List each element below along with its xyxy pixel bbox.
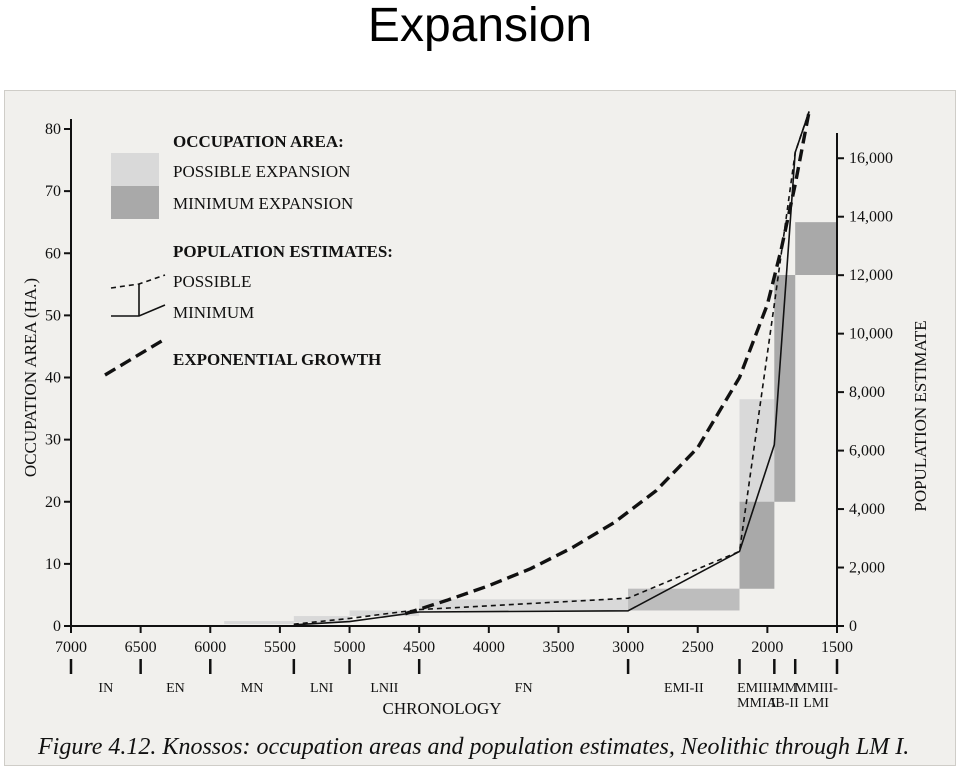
legend-possible-line <box>110 274 166 289</box>
left-tick-label: 50 <box>45 307 61 324</box>
left-tick-label: 70 <box>45 183 61 200</box>
y-axis-right-label: POPULATION ESTIMATE <box>911 320 930 511</box>
possible-expansion-bar <box>419 599 629 611</box>
period-label: EMI-II <box>664 681 704 696</box>
legend-minimum-line <box>111 304 166 317</box>
x-tick-label: 2000 <box>751 639 783 656</box>
x-tick-label: 1500 <box>821 639 853 656</box>
minimum-expansion-bar <box>774 274 796 502</box>
x-tick-label: 6000 <box>194 639 226 656</box>
legend: OCCUPATION AREA: POSSIBLE EXPANSION MINIMU… <box>104 132 393 377</box>
legend-possible-expansion: POSSIBLE EXPANSION <box>173 162 350 181</box>
minimum-expansion-bar <box>739 501 775 589</box>
right-tick-label: 0 <box>849 618 857 635</box>
period-label: MMIII-LMI <box>794 681 838 711</box>
right-tick-label: 4,000 <box>849 501 885 518</box>
right-tick-label: 8,000 <box>849 384 885 401</box>
right-tick-label: 14,000 <box>849 209 893 226</box>
occupation-area-bars <box>224 222 837 625</box>
legend-area-heading: OCCUPATION AREA: <box>173 132 344 151</box>
x-tick-label: 2500 <box>682 639 714 656</box>
population-lines <box>293 111 811 626</box>
y-axis-left-label: OCCUPATION AREA (HA.) <box>21 278 40 477</box>
possible-expansion-bar <box>293 616 350 623</box>
legend-possible-pop: POSSIBLE <box>173 272 251 291</box>
series-line-possible <box>293 111 810 625</box>
right-tick-label: 12,000 <box>849 267 893 284</box>
legend-possible-swatch <box>111 153 159 186</box>
period-label: EMIII-MMIA <box>737 681 778 711</box>
period-label: LNII <box>370 681 398 696</box>
left-tick-label: 0 <box>53 618 61 635</box>
right-tick-label: 10,000 <box>849 326 893 343</box>
period-label: IN <box>98 681 113 696</box>
slide-title: Expansion <box>367 0 593 52</box>
right-tick-label: 16,000 <box>849 150 893 167</box>
left-tick-label: 10 <box>45 556 61 573</box>
series-line-minimum <box>293 111 810 626</box>
minimum-expansion-bar <box>628 588 740 611</box>
left-tick-label: 60 <box>45 245 61 262</box>
x-tick-label: 5500 <box>264 639 296 656</box>
legend-minimum-expansion: MINIMUM EXPANSION <box>173 194 353 213</box>
axes: 0 10 20 30 40 50 60 70 80 0 2,000 4,000 6,000 8,000 10… <box>45 119 893 674</box>
legend-minimum-swatch <box>111 186 159 219</box>
x-tick-label: 4500 <box>403 639 435 656</box>
x-tick-label: 4000 <box>473 639 505 656</box>
figure-caption: Figure 4.12. Knossos: occupation areas a… <box>38 734 910 760</box>
period-label: EN <box>166 681 185 696</box>
right-tick-label: 6,000 <box>849 443 885 460</box>
x-tick-label: 5000 <box>334 639 366 656</box>
period-label: MN <box>241 681 264 696</box>
minimum-expansion-bar <box>795 222 837 275</box>
legend-population-heading: POPULATION ESTIMATES: <box>173 242 393 261</box>
legend-exponential-growth: EXPONENTIAL GROWTH <box>173 350 381 369</box>
figure-panel: 0 10 20 30 40 50 60 70 80 0 2,000 4,000 6,000 8,000 10… <box>4 90 956 766</box>
series-line-exponential-growth <box>404 111 811 616</box>
right-tick-label: 2,000 <box>849 560 885 577</box>
period-label: MM IB-II <box>771 681 799 711</box>
left-tick-label: 40 <box>45 370 61 387</box>
period-label: FN <box>515 681 533 696</box>
x-tick-label: 6500 <box>125 639 157 656</box>
left-tick-label: 80 <box>45 121 61 138</box>
legend-growth-line <box>104 337 166 377</box>
legend-minimum-pop: MINIMUM <box>173 303 254 322</box>
x-axis-label: CHRONOLOGY <box>383 699 502 718</box>
x-tick-label: 3000 <box>612 639 644 656</box>
x-tick-label: 7000 <box>55 639 87 656</box>
left-tick-label: 30 <box>45 432 61 449</box>
left-tick-label: 20 <box>45 494 61 511</box>
x-tick-label: 3500 <box>542 639 574 656</box>
chart: 0 10 20 30 40 50 60 70 80 0 2,000 4,000 6,000 8,000 10… <box>21 111 930 718</box>
period-label: LNI <box>310 681 334 696</box>
possible-expansion-bar <box>224 621 294 625</box>
